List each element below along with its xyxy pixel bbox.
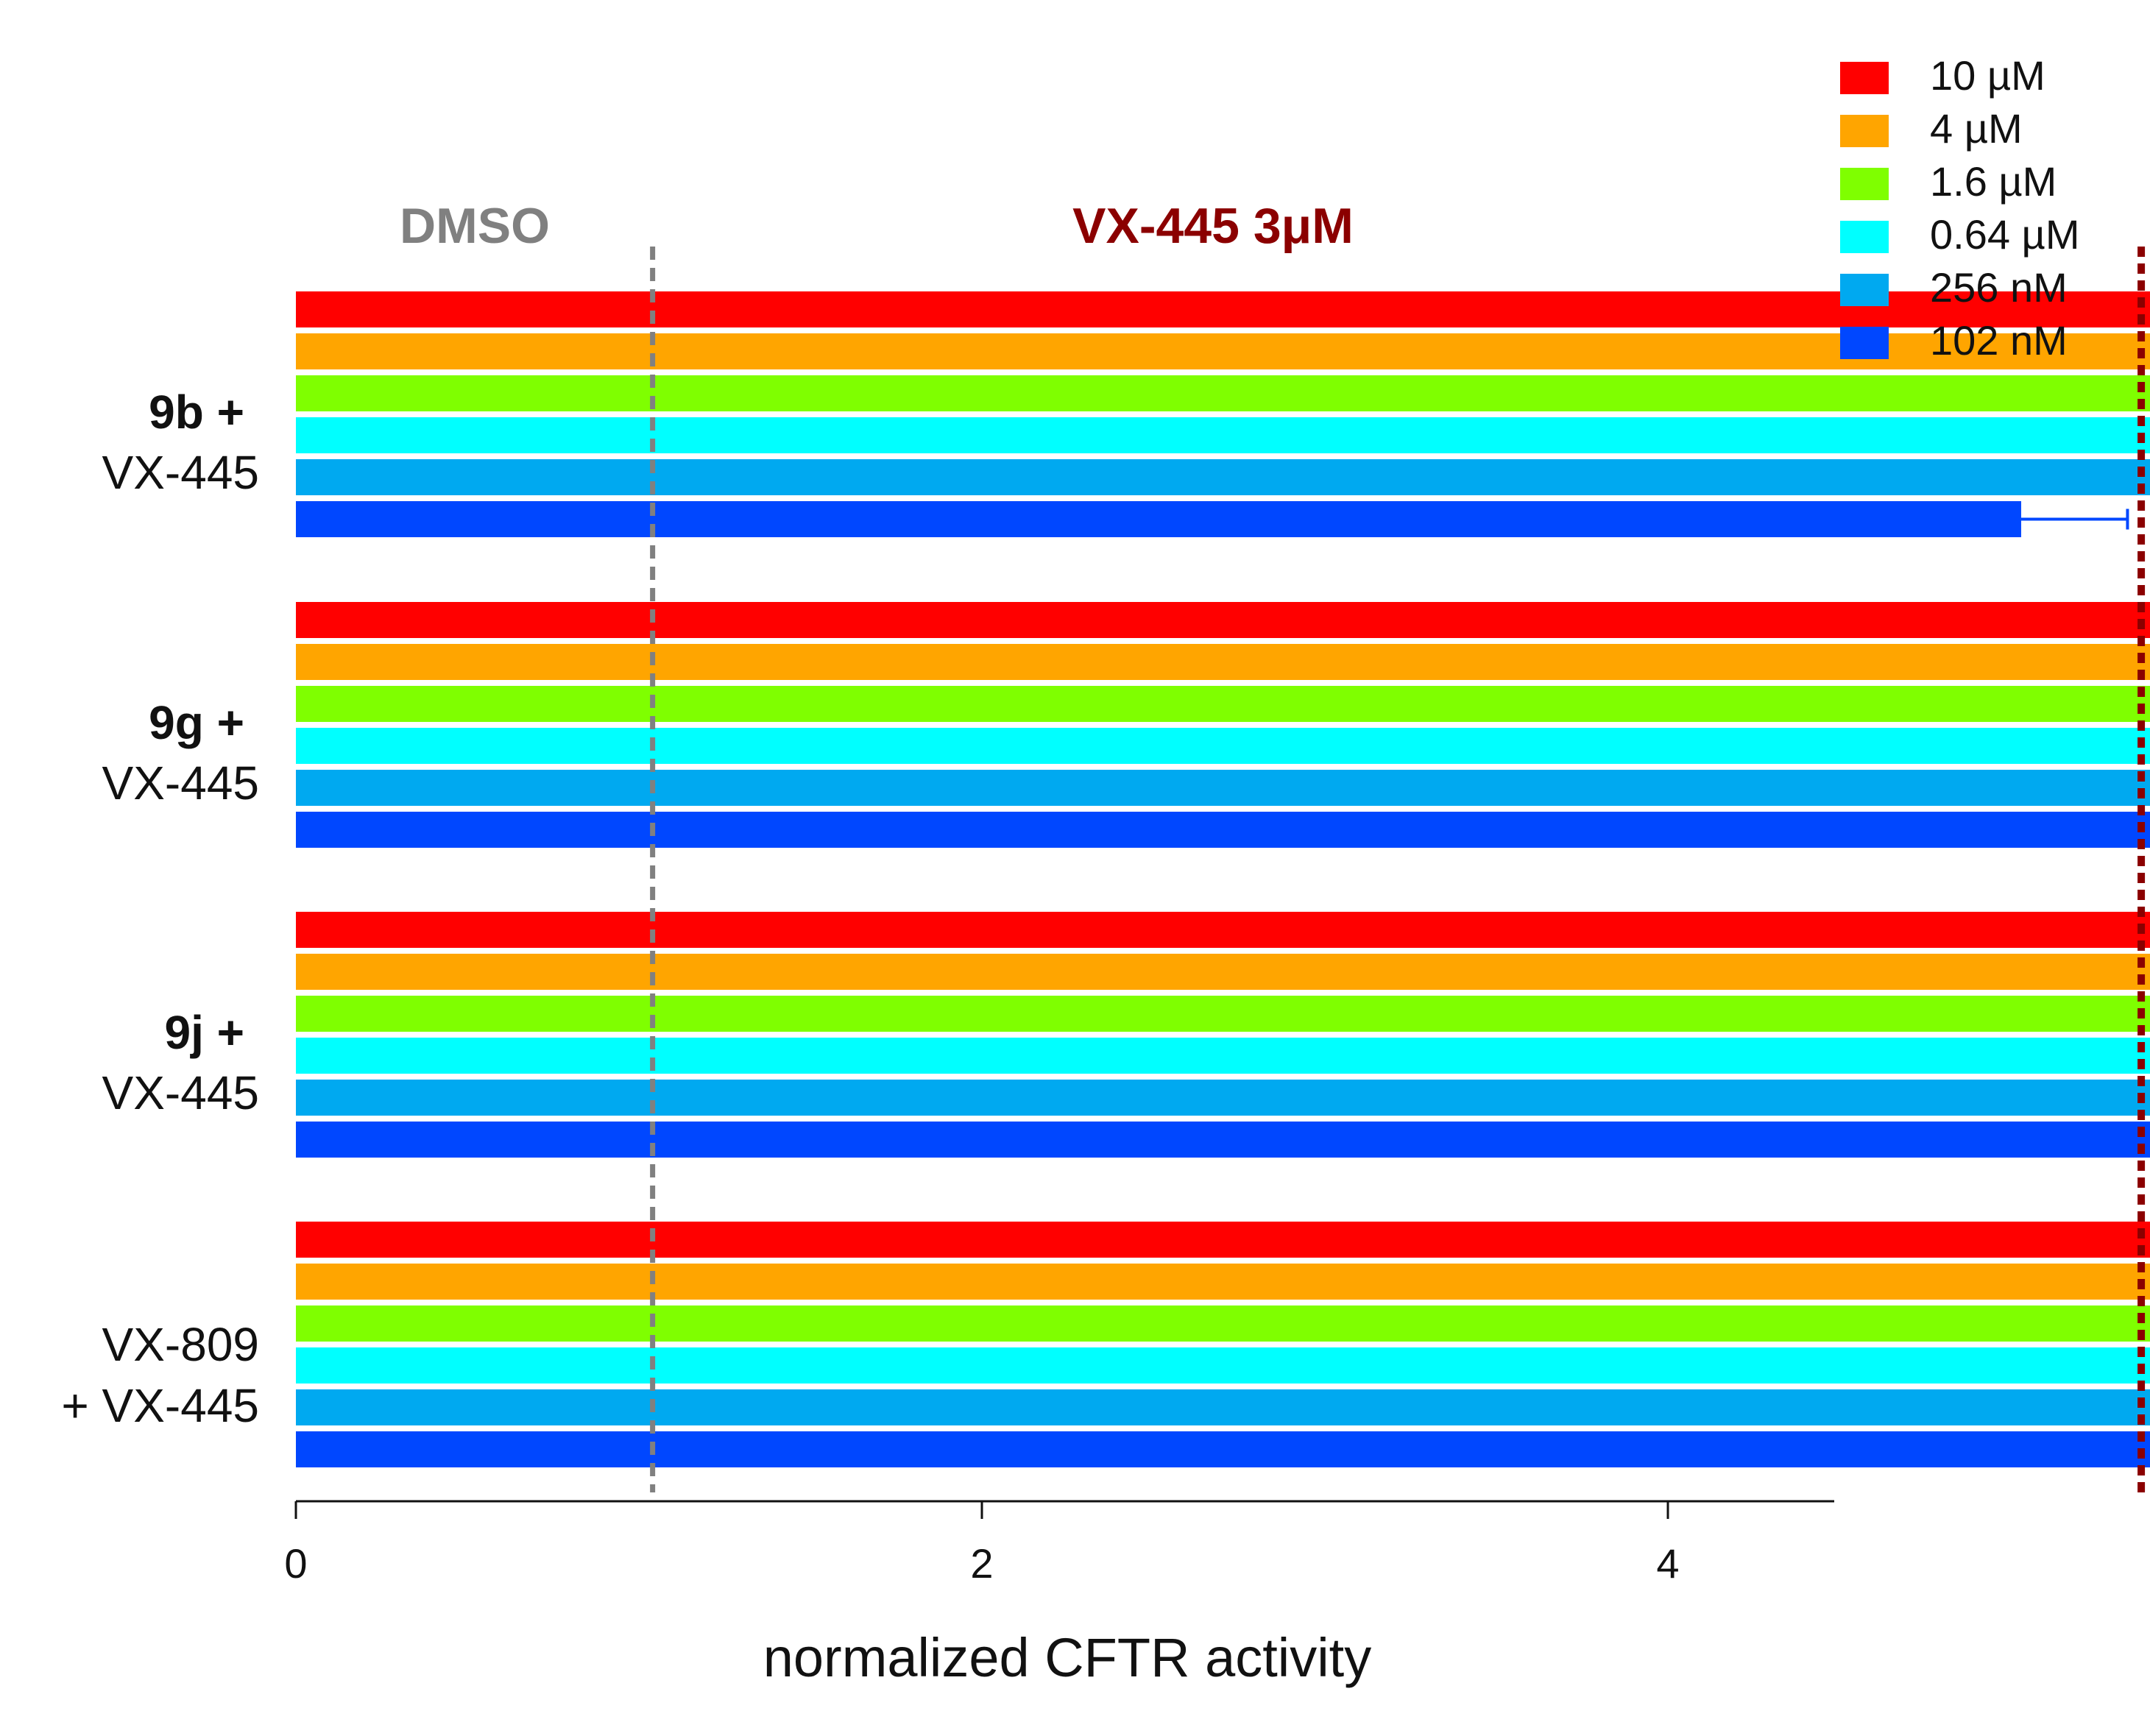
legend-swatch (1840, 221, 1889, 253)
bar (296, 1264, 2150, 1300)
group-label-corrector: VX-445 (102, 446, 259, 499)
legend-label: 10 µM (1930, 52, 2045, 99)
reference-line-label: VX-445 3μM (1072, 198, 1354, 254)
reference-lines-layer: DMSO VX-445 3μM (400, 198, 2146, 1492)
group-labels: 9b + VX-445 9g + VX-445 9j + VX-445 VX-809 + VX… (61, 386, 259, 1432)
bar (296, 1431, 2150, 1467)
legend-label: 0.64 µM (1930, 211, 2079, 258)
legend-label: 256 nM (1930, 264, 2068, 311)
legend-swatch (1840, 327, 1889, 359)
legend-swatch (1840, 168, 1889, 200)
x-axis: 02468 (284, 1500, 1834, 1587)
x-axis-title: normalized CFTR activity (763, 1627, 1372, 1688)
bar (296, 375, 2150, 411)
bar (296, 1305, 2150, 1342)
bar (296, 644, 2150, 680)
group-label-corrector: VX-809 (102, 1318, 259, 1371)
bar (296, 1222, 2150, 1258)
bar (296, 954, 2150, 990)
error-bars-layer (2020, 509, 2129, 530)
bar (296, 1389, 2150, 1425)
group-label-corrector: VX-445 (102, 1066, 259, 1119)
bar (296, 1122, 2150, 1158)
legend-label: 102 nM (1930, 317, 2068, 364)
legend-label: 1.6 µM (1930, 158, 2057, 205)
group-label-compound: 9b + (149, 386, 244, 439)
legend-label: 4 µM (1930, 105, 2023, 152)
bar (296, 686, 2150, 722)
x-tick-label: 0 (284, 1540, 307, 1587)
group-label-compound: 9g + (149, 696, 244, 749)
bar (296, 459, 2150, 495)
x-tick-label: 2 (970, 1540, 993, 1587)
legend: 10 µM 4 µM 1.6 µM 0.64 µM 256 nM 102 nM (1840, 52, 2079, 364)
bar (296, 770, 2150, 806)
bar (296, 602, 2150, 638)
bar (296, 912, 2150, 948)
legend-swatch (1840, 274, 1889, 306)
x-tick-label: 4 (1656, 1540, 1679, 1587)
group-label-compound: 9j + (164, 1006, 244, 1059)
bar (296, 812, 2150, 848)
bar (296, 728, 2150, 764)
group-label-corrector: VX-445 (102, 757, 259, 809)
bars-layer (296, 291, 2150, 1467)
bar (296, 1080, 2150, 1116)
bar (296, 996, 2150, 1032)
bar (296, 501, 2021, 537)
legend-swatch (1840, 115, 1889, 147)
reference-line-label: DMSO (400, 198, 550, 254)
bar (296, 1347, 2150, 1384)
legend-swatch (1840, 62, 1889, 94)
bar (296, 1038, 2150, 1074)
bar (296, 417, 2150, 453)
group-label-corrector: + VX-445 (61, 1379, 259, 1432)
